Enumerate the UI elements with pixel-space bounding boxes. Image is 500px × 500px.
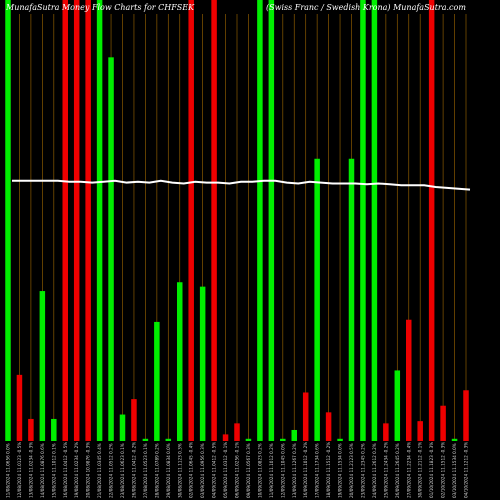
bar (325, 412, 332, 441)
bar (154, 321, 160, 441)
bar (280, 438, 286, 441)
x-tick-label: 11/08/2024 11.0656 0.0% (6, 443, 11, 498)
x-tick-label: 26/08/2024 11.0412 -0.2% (131, 442, 136, 498)
x-tick-label: 05/09/2024 11.0312 -0.1% (223, 442, 228, 498)
bar (360, 0, 366, 441)
x-tick-label: 26/09/2024 11.2645 0.2% (395, 443, 400, 498)
bar (268, 0, 275, 441)
bar (62, 0, 68, 441)
bar (291, 429, 297, 441)
x-tick-label: 22/08/2024 11.0512 0.2% (109, 443, 114, 498)
x-tick-label: 19/09/2024 11.1534 0.0% (338, 443, 343, 498)
bar (131, 399, 137, 441)
bar (257, 0, 263, 441)
x-tick-label: 25/09/2024 11.2434 -0.2% (383, 442, 388, 498)
x-tick-labels: 11/08/2024 11.0656 0.0% 12/08/2024 11.012… (6, 442, 469, 498)
bar (337, 438, 343, 441)
x-tick-label: 10/09/2024 11.0823 0.2% (257, 443, 262, 498)
x-tick-label: 04/09/2024 11.0412 -0.5% (212, 442, 217, 498)
bar (211, 0, 217, 441)
bar (451, 438, 458, 441)
x-tick-label: 24/09/2024 11.2612 0.2% (372, 443, 377, 498)
x-tick-label: 16/09/2024 11.1012 -0.2% (303, 442, 308, 498)
bar (165, 438, 172, 441)
bar (108, 57, 114, 442)
average-line (12, 179, 471, 191)
x-tick-label: 17/09/2024 11.1734 0.6% (315, 443, 320, 498)
x-tick-label: 23/08/2024 11.0623 0.1% (120, 443, 125, 498)
bar (28, 418, 34, 441)
bar (302, 392, 309, 441)
x-tick-label: 27/08/2024 11.0523 0.1% (143, 443, 148, 498)
x-tick-label: 02/09/2024 11.0645 -0.4% (189, 442, 194, 498)
x-tick-label: 30/09/2024 11.2112 -0.1% (418, 442, 423, 498)
bar (39, 291, 46, 441)
bar (85, 0, 91, 441)
x-tick-label: 14/08/2024 11.0876 0.6% (40, 443, 45, 498)
bar (463, 390, 469, 441)
x-tick-label: 28/08/2024 11.0789 0.2% (154, 443, 159, 498)
bar (348, 158, 355, 441)
x-tick-label: 11/09/2024 11.1012 0.2% (269, 443, 274, 498)
x-tick-label: 02/10/2024 11.1512 -0.3% (441, 442, 446, 498)
x-tick-label: 30/08/2024 11.1123 0.3% (177, 443, 182, 498)
x-tick-label: 12/09/2024 11.1045 0.0% (280, 443, 285, 498)
bar (234, 423, 240, 441)
x-tick-label: 09/09/2024 11.0567 0.3% (246, 443, 251, 498)
bar (245, 438, 252, 441)
x-tick-label: 04/10/2024 11.1212 -0.3% (464, 442, 469, 498)
x-tick-label: 27/09/2024 11.2234 -0.4% (406, 442, 411, 498)
bar (440, 405, 446, 441)
bar (394, 370, 401, 441)
x-tick-label: 15/08/2024 11.1012 0.1% (51, 443, 56, 498)
x-tick-label: 20/09/2024 11.2123 0.5% (349, 443, 354, 498)
bar (383, 423, 389, 441)
x-tick-label: 20/08/2024 10.9876 -0.3% (86, 442, 91, 498)
bar-series (5, 0, 469, 442)
x-tick-label: 23/09/2024 11.2345 0.2% (360, 443, 365, 498)
bar (73, 0, 80, 441)
bar (16, 374, 23, 441)
x-tick-label: 13/09/2024 11.1267 0.2% (292, 443, 297, 498)
bar (119, 414, 126, 441)
bar (199, 286, 206, 441)
x-tick-label: 16/08/2024 11.0412 -0.5% (63, 442, 68, 498)
x-tick-label: 03/10/2024 11.1534 0.0% (452, 443, 457, 498)
bar (428, 0, 435, 441)
bar (371, 0, 378, 441)
x-tick-label: 29/08/2024 11.0834 0.0% (166, 443, 171, 498)
bar (5, 0, 11, 441)
bar (314, 158, 320, 441)
header-left: MunafaSutra Money Flow Charts for CHFSEK (5, 3, 195, 12)
bar (188, 0, 194, 441)
x-tick-label: 03/09/2024 11.0956 0.3% (200, 443, 205, 498)
bar (142, 438, 149, 441)
x-tick-label: 19/08/2024 11.0234 -0.2% (74, 442, 79, 498)
x-tick-label: 21/08/2024 11.0345 0.4% (97, 443, 102, 498)
x-tick-label: 01/10/2024 11.1823 -0.3% (429, 442, 434, 498)
bar (51, 418, 57, 441)
header-right: (Swiss Franc / Swedish Krona) MunafaSutr… (266, 3, 466, 12)
x-tick-label: 06/09/2024 11.0256 -0.1% (235, 442, 240, 498)
x-tick-label: 12/08/2024 11.0123 -0.5% (17, 442, 22, 498)
x-tick-label: 13/08/2024 11.0234 -0.3% (28, 442, 33, 498)
bar (177, 282, 183, 441)
bar (406, 319, 412, 441)
bar (222, 434, 229, 441)
bar (96, 0, 103, 441)
x-tick-label: 18/09/2024 11.1512 -0.2% (326, 442, 331, 498)
bar (417, 421, 423, 441)
